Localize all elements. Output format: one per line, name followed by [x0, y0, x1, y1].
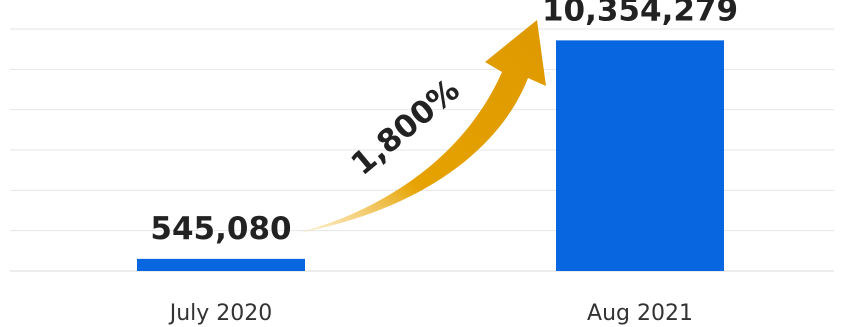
value-label-2: 10,354,279: [542, 0, 738, 28]
x-tick-label-2: Aug 2021: [587, 301, 693, 326]
gridlines: [10, 28, 834, 272]
growth-arrow: [298, 20, 546, 233]
value-label-1: 545,080: [150, 211, 291, 247]
bars: [137, 40, 724, 271]
bar-1: [137, 258, 305, 271]
x-tick-label-1: July 2020: [168, 301, 273, 326]
value-labels: 545,080 10,354,279: [150, 0, 738, 247]
x-axis-ticks: July 2020 Aug 2021: [168, 301, 693, 326]
bar-2: [556, 40, 724, 271]
